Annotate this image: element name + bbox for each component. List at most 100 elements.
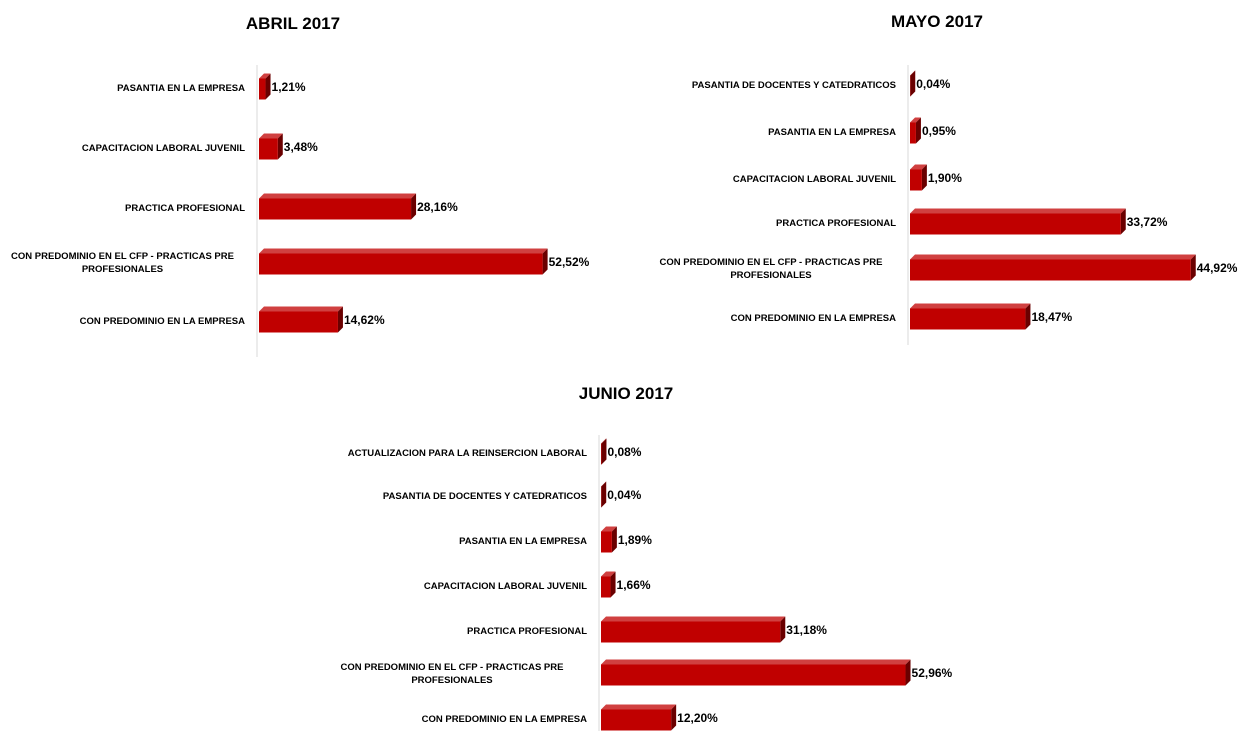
bar-top — [601, 616, 786, 622]
category-label: PASANTIA DE DOCENTES Y CATEDRATICOS — [317, 490, 587, 503]
category-label: PRACTICA PROFESIONAL — [0, 202, 245, 215]
bar-top — [601, 526, 617, 532]
category-label: CAPACITACION LABORAL JUVENIL — [0, 142, 245, 155]
data-label: 0,95% — [921, 124, 956, 138]
category-text: PASANTIA DE DOCENTES Y CATEDRATICOS — [691, 79, 896, 91]
bar-side — [1025, 303, 1031, 330]
chart-title: ABRIL 2017 — [245, 14, 341, 33]
bar-top — [910, 303, 1031, 309]
data-label: 12,20% — [677, 711, 718, 725]
bar-side — [1190, 254, 1196, 281]
chart-title: MAYO 2017 — [891, 12, 983, 31]
data-label: 3,48% — [283, 140, 318, 154]
category-text: PRACTICA PROFESIONAL — [125, 202, 245, 214]
bar-top — [601, 438, 607, 444]
data-label: 44,92% — [1196, 261, 1238, 275]
bar — [259, 138, 278, 160]
bar — [259, 311, 338, 333]
data-label: 0,08% — [607, 445, 642, 459]
bar — [601, 531, 612, 553]
bar-side — [337, 306, 343, 333]
category-text: CON PREDOMINIO EN EL CFP - PRACTICAS PRE… — [11, 251, 234, 275]
bar — [259, 78, 266, 100]
bar-top — [910, 70, 916, 76]
category-label: CAPACITACION LABORAL JUVENIL — [317, 580, 587, 593]
bar-side — [611, 526, 617, 553]
category-text: CON PREDOMINIO EN LA EMPRESA — [421, 713, 587, 725]
category-text: PASANTIA EN LA EMPRESA — [768, 126, 896, 138]
data-label: 1,89% — [617, 533, 652, 547]
category-text: PRACTICA PROFESIONAL — [776, 217, 896, 229]
data-label: 0,04% — [916, 77, 951, 91]
bar — [601, 576, 611, 598]
chart-title: JUNIO 2017 — [578, 384, 674, 403]
category-label: ACTUALIZACION PARA LA REINSERCION LABORA… — [317, 447, 587, 460]
bar — [910, 259, 1191, 281]
bar-side — [601, 438, 607, 465]
bar-top — [601, 571, 616, 577]
category-label: PASANTIA EN LA EMPRESA — [317, 535, 587, 548]
category-text: PRACTICA PROFESIONAL — [467, 625, 587, 637]
category-text: CAPACITACION LABORAL JUVENIL — [81, 142, 245, 154]
bar-side — [671, 704, 677, 731]
category-text: CON PREDOMINIO EN EL CFP - PRACTICAS PRE… — [659, 257, 883, 281]
bar-side — [411, 193, 417, 220]
bar-side — [542, 248, 548, 275]
bar-side — [610, 571, 616, 598]
bar-top — [910, 254, 1196, 260]
category-text: CAPACITACION LABORAL JUVENIL — [423, 580, 587, 592]
bar — [910, 122, 916, 144]
bar-side — [601, 481, 607, 508]
category-text: PASANTIA EN LA EMPRESA — [117, 82, 245, 94]
bar-top — [259, 193, 417, 199]
category-label: PRACTICA PROFESIONAL — [646, 217, 896, 230]
bar-top — [910, 164, 927, 170]
bar-side — [910, 70, 916, 97]
bar-side — [1120, 208, 1126, 235]
data-label: 1,66% — [616, 578, 651, 592]
category-label: PASANTIA EN LA EMPRESA — [646, 126, 896, 139]
bar — [601, 709, 672, 731]
category-text: ACTUALIZACION PARA LA REINSERCION LABORA… — [347, 447, 587, 459]
bar-side — [915, 117, 921, 144]
bar-top — [259, 133, 283, 139]
data-label: 0,04% — [607, 488, 642, 502]
category-label: CON PREDOMINIO EN EL CFP - PRACTICAS PRE… — [646, 256, 896, 282]
data-label: 28,16% — [417, 200, 458, 214]
data-label: 52,52% — [548, 255, 590, 269]
category-text: PASANTIA DE DOCENTES Y CATEDRATICOS — [382, 490, 587, 502]
data-label: 52,96% — [911, 666, 953, 680]
bar — [601, 664, 906, 686]
bar-top — [259, 306, 343, 312]
bar-side — [921, 164, 927, 191]
category-text: CAPACITACION LABORAL JUVENIL — [732, 173, 896, 185]
data-label: 31,18% — [786, 623, 827, 637]
category-text: CON PREDOMINIO EN LA EMPRESA — [730, 312, 896, 324]
bar — [910, 169, 922, 191]
bar — [259, 198, 412, 220]
data-label: 1,21% — [271, 80, 306, 94]
bar-top — [601, 704, 677, 710]
category-label: CON PREDOMINIO EN LA EMPRESA — [0, 315, 245, 328]
category-text: PASANTIA EN LA EMPRESA — [459, 535, 587, 547]
category-label: PRACTICA PROFESIONAL — [317, 625, 587, 638]
category-label: CAPACITACION LABORAL JUVENIL — [646, 173, 896, 186]
category-label: PASANTIA DE DOCENTES Y CATEDRATICOS — [646, 79, 896, 92]
bar — [601, 621, 781, 643]
data-label: 33,72% — [1126, 215, 1168, 229]
data-label: 14,62% — [343, 313, 385, 327]
bar-top — [910, 117, 921, 123]
data-label: 1,90% — [927, 171, 962, 185]
bar-side — [265, 73, 271, 100]
bar-side — [905, 659, 911, 686]
bar — [910, 213, 1121, 235]
bar-top — [259, 73, 271, 79]
bar-side — [277, 133, 283, 160]
category-label: CON PREDOMINIO EN EL CFP - PRACTICAS PRE… — [0, 250, 245, 276]
bar — [910, 308, 1026, 330]
bar — [259, 253, 543, 275]
bar-top — [910, 208, 1126, 214]
bar-side — [780, 616, 786, 643]
